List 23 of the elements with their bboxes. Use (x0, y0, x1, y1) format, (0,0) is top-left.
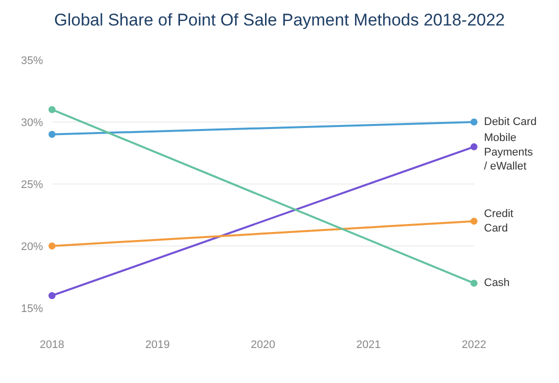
x-tick-label: 2019 (145, 339, 170, 351)
point (470, 118, 478, 126)
y-tick-label: 30% (20, 116, 44, 129)
series-label: Credit Card (484, 208, 514, 234)
series-label: Cash (484, 277, 510, 289)
y-tick-label: 20% (20, 240, 44, 253)
x-tick-label: 2021 (356, 339, 381, 351)
y-tick-label: 15% (20, 302, 44, 315)
y-tick-label: 25% (20, 178, 44, 191)
series-label: Mobile Payments / eWallet (484, 132, 534, 173)
series-label: Debit Card (484, 116, 537, 128)
point (48, 106, 56, 114)
point (470, 280, 478, 287)
point (48, 130, 56, 138)
point (48, 292, 56, 300)
x-tick-label: 2018 (40, 339, 64, 351)
chart-title: Global Share of Point Of Sale Payment Methods 2018-2022 (54, 10, 505, 30)
x-tick-label: 2022 (462, 339, 486, 351)
x-tick-label: 2020 (250, 339, 276, 351)
point (470, 143, 478, 150)
y-tick-label: 35% (20, 54, 44, 67)
point (470, 218, 478, 225)
point (48, 242, 56, 250)
